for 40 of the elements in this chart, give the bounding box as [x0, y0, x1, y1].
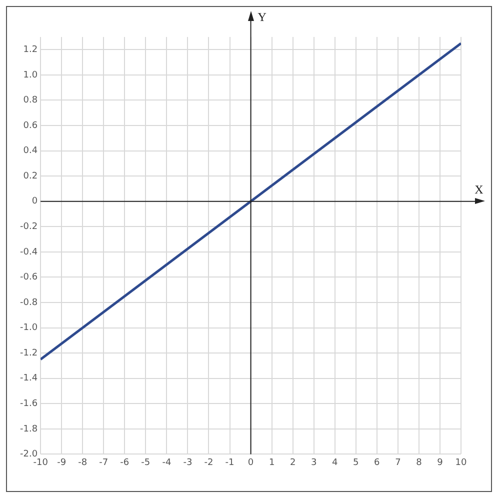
- y-tick-label: -1.0: [20, 323, 38, 334]
- y-tick-label: -1.6: [20, 398, 38, 409]
- y-tick-label: 0.8: [23, 96, 38, 106]
- x-tick-label: 8: [416, 458, 422, 468]
- x-tick-label: 7: [395, 458, 401, 468]
- x-tick-label: 9: [437, 458, 444, 468]
- x-tick-label: 6: [374, 458, 380, 468]
- y-tick-label: -1.8: [20, 424, 38, 434]
- y-tick-label: -0.4: [20, 247, 38, 258]
- y-tick-label: 0: [32, 196, 38, 207]
- y-tick-label: 0.2: [23, 171, 38, 182]
- y-tick-label: -0.2: [20, 222, 38, 232]
- x-tick-label: 4: [332, 458, 338, 468]
- x-tick-label: -9: [57, 458, 66, 468]
- y-tick-label: -1.2: [20, 348, 38, 358]
- y-tick-label: 0.4: [23, 146, 38, 156]
- x-tick-label: 1: [268, 458, 275, 468]
- x-tick-label: 10: [455, 458, 467, 468]
- y-tick-label: 0.6: [23, 120, 38, 131]
- x-tick-label: -4: [162, 458, 172, 468]
- y-axis-title: Y: [258, 10, 267, 24]
- y-tick-label: -2.0: [20, 450, 38, 460]
- y-tick-label: -0.6: [20, 272, 38, 283]
- x-tick-label: 0: [248, 458, 254, 468]
- y-tick-label: 1.2: [23, 44, 38, 55]
- x-tick-label: -2: [204, 458, 214, 468]
- x-tick-label: 5: [353, 458, 359, 468]
- x-tick-label: -8: [78, 458, 88, 468]
- x-tick-label: -7: [99, 458, 108, 468]
- y-tick-label: -1.4: [20, 374, 38, 384]
- x-tick-label: 3: [310, 458, 317, 468]
- x-tick-label: -1: [225, 458, 234, 468]
- y-tick-label: 1.0: [23, 70, 38, 80]
- x-tick-label: 2: [290, 458, 296, 468]
- x-tick-label: -10: [33, 458, 48, 468]
- x-axis-title: X: [474, 182, 484, 196]
- x-tick-label: -6: [120, 458, 130, 468]
- x-tick-label: -5: [141, 458, 150, 468]
- y-tick-label: -0.8: [20, 298, 38, 308]
- x-tick-label: -3: [183, 458, 192, 468]
